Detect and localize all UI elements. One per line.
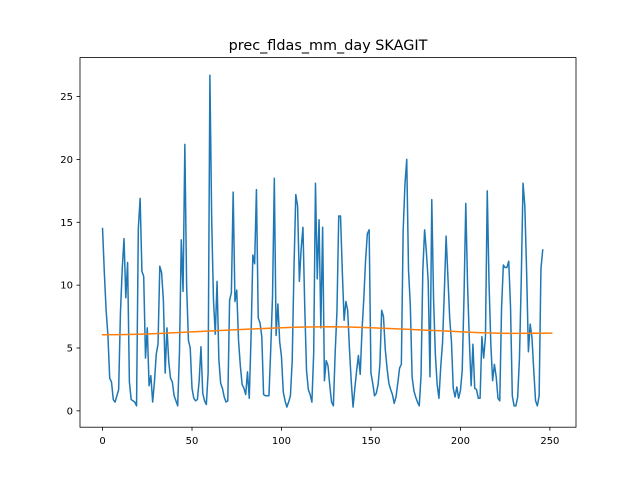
plot-frame	[79, 57, 577, 428]
y-tick-label: 5	[67, 344, 73, 355]
y-tick-label: 0	[67, 406, 73, 417]
y-tick-label: 25	[60, 92, 73, 103]
chart-title: prec_fldas_mm_day SKAGIT	[229, 38, 428, 54]
series-line-2	[101, 326, 553, 336]
series-line-1	[101, 74, 544, 408]
y-tick-label: 15	[60, 218, 73, 229]
y-tick-label: 10	[60, 281, 73, 292]
x-tick-label: 0	[99, 436, 105, 447]
y-axis: 0 5 10 15 20 25	[60, 92, 80, 417]
x-tick-label: 50	[186, 436, 199, 447]
series-layer	[101, 74, 553, 408]
x-tick-label: 100	[272, 436, 291, 447]
x-axis: 0 50 100 150 200 250	[99, 427, 559, 447]
x-tick-label: 200	[451, 436, 470, 447]
y-tick-label: 20	[60, 155, 73, 166]
x-tick-label: 250	[540, 436, 559, 447]
x-tick-label: 150	[361, 436, 380, 447]
